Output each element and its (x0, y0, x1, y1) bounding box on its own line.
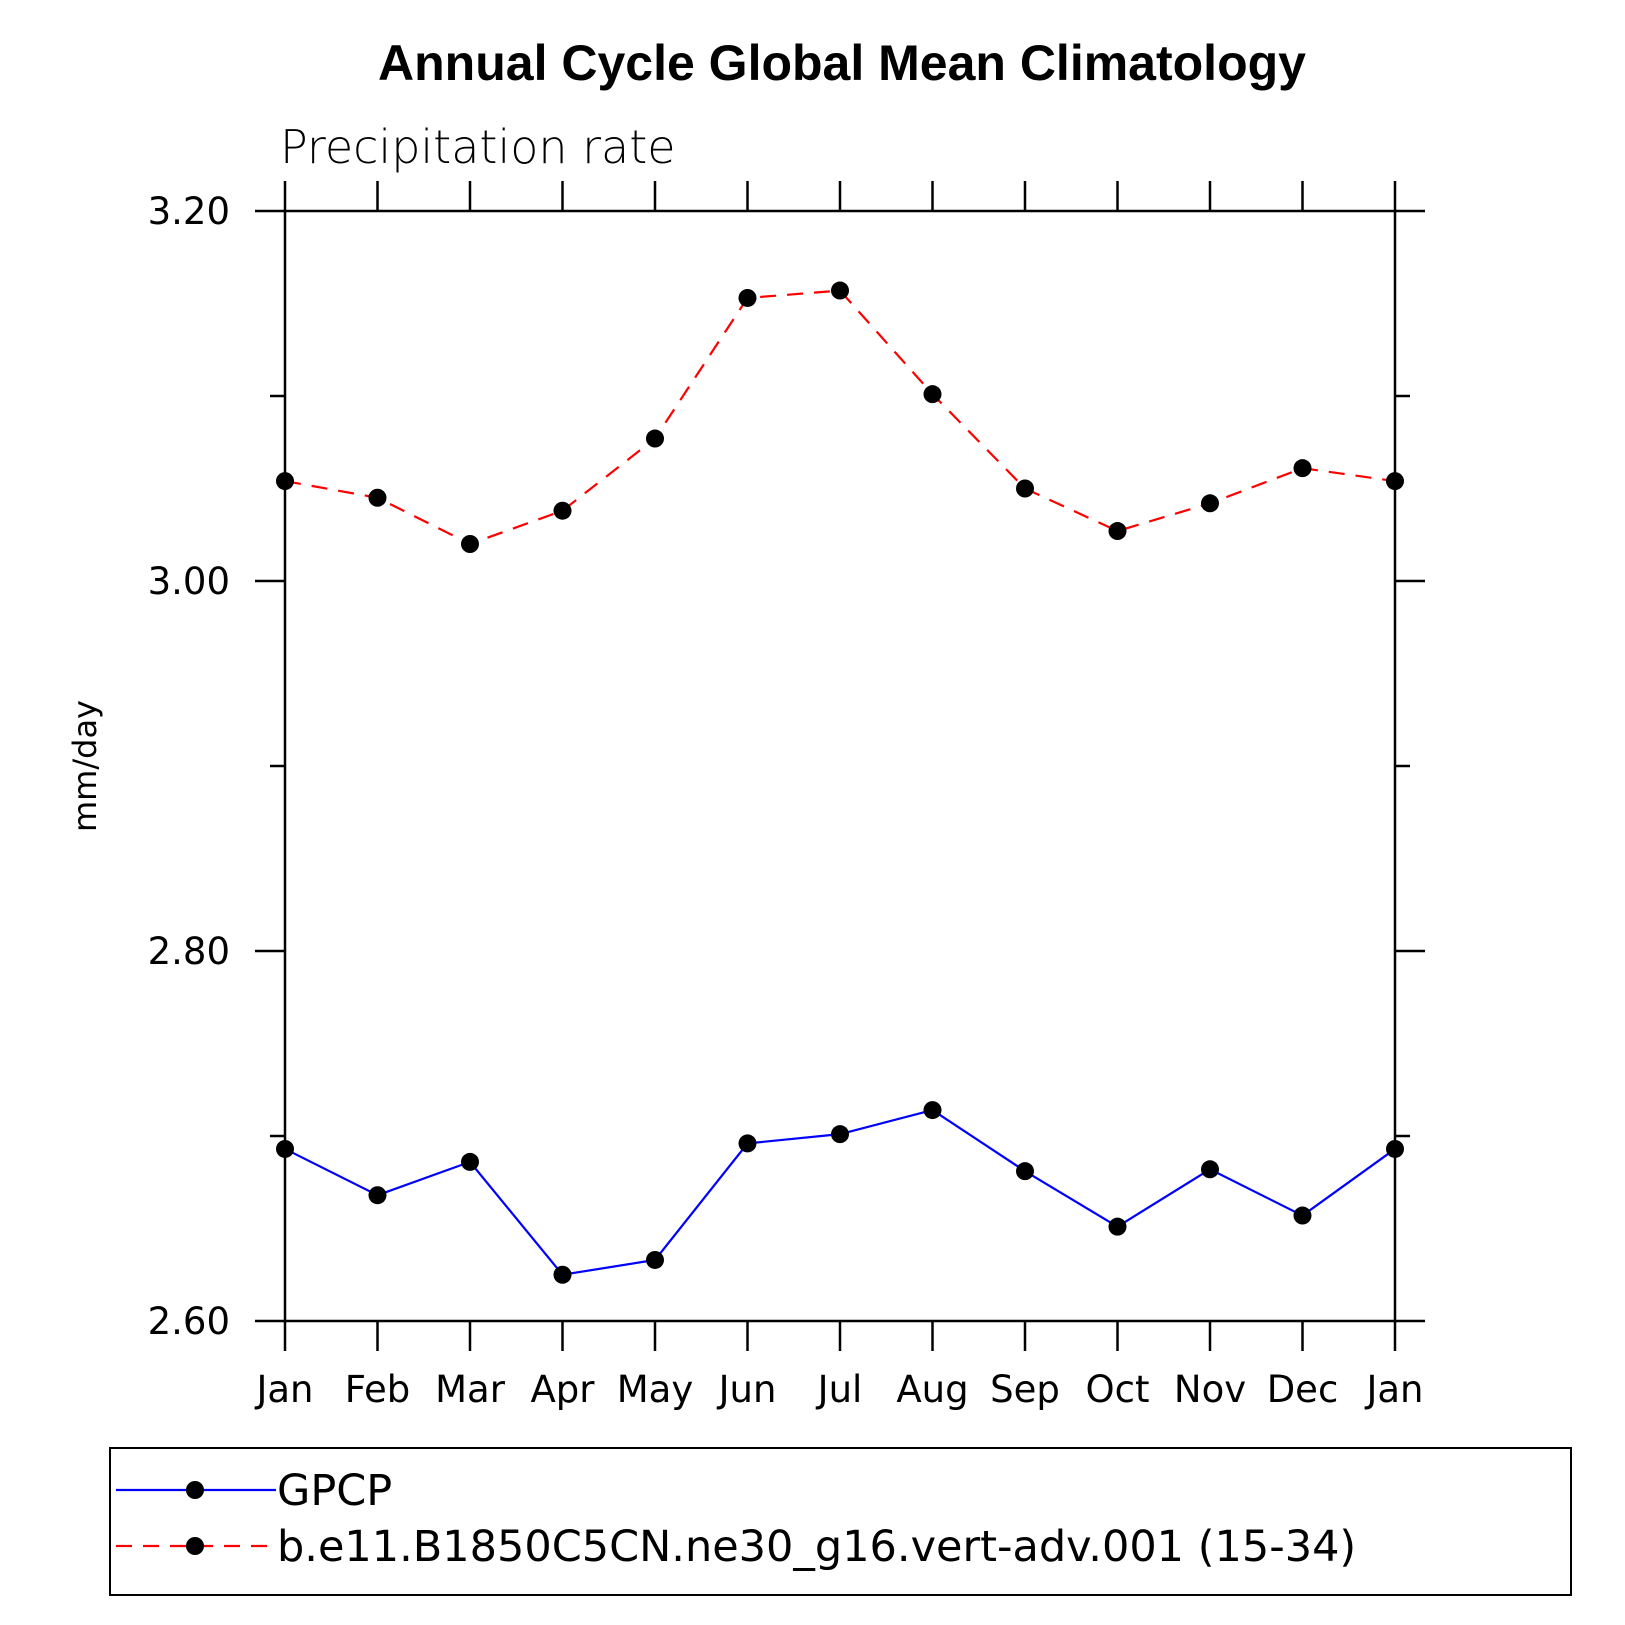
x-tick-label: Dec (1267, 1368, 1339, 1411)
legend-label: b.e11.B1850C5CN.ne30_g16.vert-adv.001 (1… (277, 1522, 1356, 1572)
x-tick-label: Jan (254, 1368, 313, 1411)
x-tick-label: Aug (896, 1368, 968, 1411)
x-tick-label: May (617, 1368, 694, 1411)
x-tick-label: Jan (1364, 1368, 1423, 1411)
data-point (831, 1125, 849, 1144)
data-point (1108, 522, 1127, 541)
plot-frame (283, 209, 1397, 1323)
series-layer (276, 281, 1404, 1284)
chart-title: Annual Cycle Global Mean Climatology (378, 35, 1306, 91)
legend-marker (186, 1481, 204, 1499)
x-tick-label: Mar (435, 1368, 506, 1411)
x-tick-label: Sep (990, 1368, 1060, 1411)
chart-subtitle: Precipitation rate (280, 120, 676, 174)
y-tick-label: 2.80 (148, 930, 230, 973)
x-tick-labels: Jan Feb Mar Apr May Jun Jul Aug Sep Oct Nov Dec Jan (254, 1368, 1423, 1411)
legend-item: GPCP (116, 1466, 392, 1516)
data-point (646, 1250, 664, 1269)
data-point (461, 1152, 479, 1171)
x-tick-label: Nov (1174, 1368, 1246, 1411)
data-point (553, 501, 572, 520)
data-point (1016, 1162, 1034, 1181)
data-point (553, 1265, 572, 1284)
x-tick-label: Apr (530, 1368, 595, 1411)
x-tick-label: Feb (345, 1368, 411, 1411)
data-point (1016, 479, 1034, 498)
x-tick-label: Jul (816, 1368, 863, 1411)
data-point (461, 535, 479, 553)
tick-marks (255, 181, 1425, 1351)
data-point (1293, 1206, 1312, 1225)
data-point (1108, 1217, 1127, 1236)
data-point (831, 281, 849, 300)
legend-item: b.e11.B1850C5CN.ne30_g16.vert-adv.001 (1… (116, 1522, 1356, 1572)
data-point (276, 1139, 294, 1158)
y-axis-label: mm/day (66, 700, 104, 832)
legend: GPCP b.e11.B1850C5CN.ne30_g16.vert-adv.00… (116, 1466, 1356, 1572)
legend-marker (186, 1537, 204, 1555)
series-1 (276, 281, 1404, 553)
data-point (923, 385, 942, 404)
legend-box (109, 1447, 1572, 1596)
data-point (738, 288, 757, 307)
data-point (368, 1186, 387, 1205)
series-line (284, 289, 1396, 546)
y-tick-label: 2.60 (148, 1300, 230, 1343)
data-point (1293, 459, 1312, 478)
y-tick-labels: 2.60 2.80 3.00 3.20 (148, 190, 230, 1343)
y-tick-label: 3.00 (148, 560, 230, 603)
data-point (646, 429, 664, 448)
series-0 (276, 1101, 1404, 1284)
data-point (923, 1101, 942, 1120)
data-point (276, 472, 294, 491)
data-point (1201, 494, 1219, 513)
data-point (738, 1134, 757, 1153)
y-tick-label: 3.20 (148, 190, 230, 233)
x-tick-label: Jun (717, 1368, 777, 1411)
data-point (1386, 1139, 1404, 1158)
data-point (1201, 1160, 1219, 1179)
x-tick-label: Oct (1086, 1368, 1150, 1411)
legend-label: GPCP (277, 1466, 392, 1516)
data-point (1386, 472, 1404, 491)
data-point (368, 488, 387, 507)
